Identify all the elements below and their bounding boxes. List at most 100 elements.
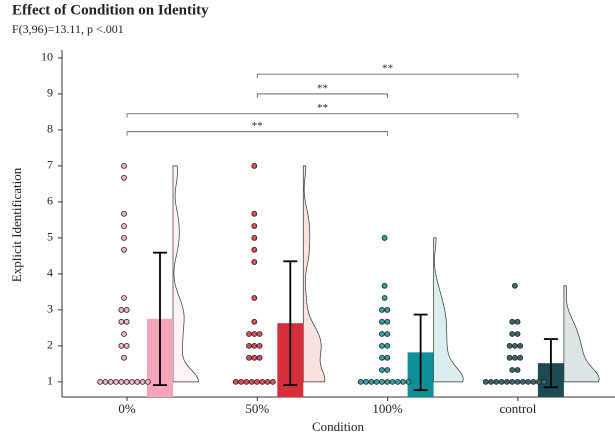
- x-tick-label: 0%: [118, 401, 136, 416]
- data-point: [379, 354, 385, 361]
- data-point: [509, 378, 516, 385]
- data-point: [118, 306, 125, 313]
- data-point: [121, 331, 127, 337]
- data-point: [264, 378, 271, 385]
- y-tick-label: 8: [47, 122, 53, 136]
- x-tick-label: control: [499, 401, 536, 416]
- y-tick-label: 6: [47, 194, 53, 208]
- data-point: [254, 378, 260, 385]
- data-point: [363, 378, 369, 385]
- significance-bracket: [256, 73, 519, 79]
- chart-subtitle: F(3,96)=13.11, p <.001: [12, 22, 124, 36]
- violin: [433, 237, 464, 383]
- data-point: [97, 378, 104, 385]
- data-point: [482, 378, 489, 385]
- y-tick-label: 2: [47, 338, 53, 352]
- data-point: [389, 378, 396, 385]
- data-point: [405, 378, 412, 385]
- data-point: [129, 378, 135, 385]
- data-point: [121, 174, 127, 181]
- data-point: [251, 342, 258, 349]
- data-point: [246, 354, 252, 361]
- significance-bracket: [256, 93, 388, 98]
- data-point: [384, 378, 391, 385]
- data-point: [251, 163, 258, 169]
- data-point: [251, 223, 258, 229]
- data-point: [394, 378, 401, 385]
- significance-label: **: [382, 63, 393, 75]
- data-point: [243, 378, 250, 385]
- data-point: [246, 342, 252, 349]
- y-tick-label: 3: [47, 302, 53, 316]
- data-point: [123, 378, 130, 385]
- data-point: [232, 378, 239, 385]
- data-point: [379, 318, 385, 325]
- data-point: [134, 378, 141, 385]
- data-point: [517, 354, 524, 361]
- data-point: [384, 354, 391, 361]
- data-point: [251, 318, 258, 325]
- data-point: [123, 306, 130, 313]
- data-point: [368, 378, 375, 385]
- data-point: [512, 354, 518, 361]
- data-point: [357, 378, 364, 385]
- data-point: [118, 318, 125, 325]
- data-point: [373, 378, 380, 385]
- violin: [172, 165, 199, 383]
- data-point: [118, 378, 125, 385]
- data-point: [541, 378, 547, 385]
- data-point: [259, 378, 266, 385]
- data-point: [506, 354, 513, 361]
- y-tick-label: 1: [47, 374, 53, 388]
- data-point: [512, 282, 518, 289]
- data-point: [251, 259, 258, 265]
- data-point: [248, 378, 255, 385]
- y-tick-label: 7: [47, 158, 53, 172]
- data-point: [121, 354, 127, 361]
- data-point: [517, 342, 524, 349]
- data-point: [384, 331, 391, 337]
- significance-bracket: [126, 131, 388, 136]
- data-point: [381, 234, 388, 241]
- data-point: [530, 378, 537, 385]
- data-point: [139, 378, 146, 385]
- data-point: [121, 246, 127, 253]
- data-point: [504, 378, 510, 385]
- data-point: [251, 295, 258, 301]
- data-point: [238, 378, 244, 385]
- data-point: [118, 342, 125, 349]
- data-point: [514, 367, 521, 373]
- data-point: [514, 331, 521, 337]
- y-tick-label: 10: [41, 50, 53, 64]
- data-point: [251, 354, 258, 361]
- data-point: [379, 306, 385, 313]
- chart-title: Effect of Condition on Identity: [12, 2, 209, 18]
- data-point: [113, 378, 119, 385]
- data-point: [379, 378, 385, 385]
- y-tick-label: 9: [47, 86, 53, 100]
- violin: [563, 285, 600, 383]
- data-point: [525, 378, 532, 385]
- data-point: [384, 306, 391, 313]
- data-point: [251, 331, 258, 337]
- data-point: [381, 282, 388, 289]
- significance-label: **: [252, 120, 263, 132]
- significance-bracket: [126, 113, 519, 118]
- data-point: [256, 331, 263, 337]
- data-point: [509, 318, 516, 325]
- data-point: [512, 342, 518, 349]
- y-tick-label: 5: [47, 230, 53, 244]
- x-axis-label: Condition: [312, 419, 365, 434]
- data-point: [246, 331, 252, 337]
- data-point: [498, 378, 505, 385]
- data-point: [121, 210, 127, 217]
- data-point: [506, 342, 513, 349]
- x-tick-label: 100%: [372, 401, 403, 416]
- data-point: [509, 331, 516, 337]
- data-point: [514, 378, 521, 385]
- data-point: [251, 234, 258, 241]
- data-point: [381, 295, 388, 301]
- data-point: [123, 318, 130, 325]
- data-point: [384, 342, 391, 349]
